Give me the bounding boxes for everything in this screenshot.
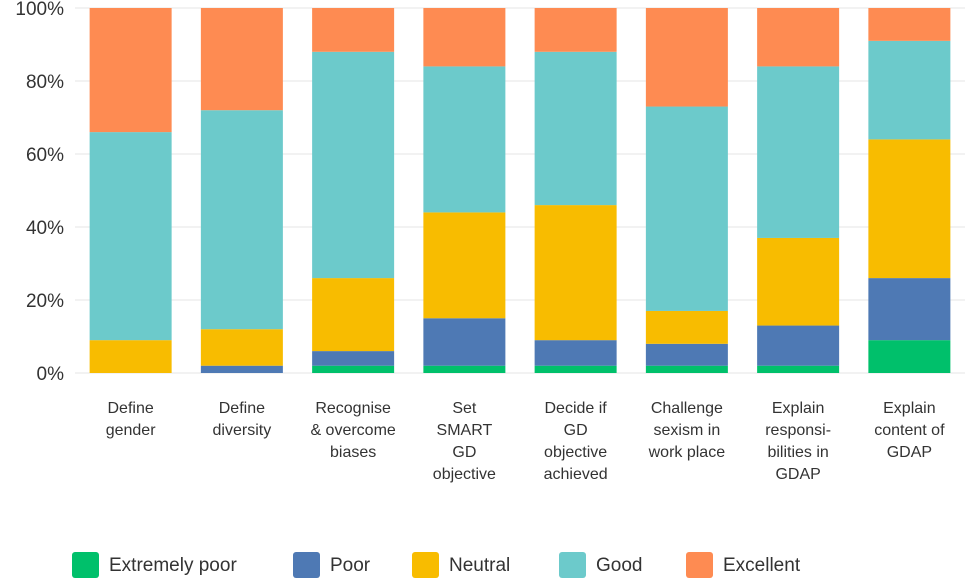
bar-segment-extremely-poor <box>534 365 617 373</box>
x-axis: Define gender Define diversity Recognise & ov… <box>106 400 945 483</box>
y-tick-label: 80% <box>26 72 64 93</box>
bar-segment-good <box>89 132 172 341</box>
bar-segment-extremely-poor <box>757 365 840 373</box>
x-category-label: Decide if GD objective achieved <box>544 400 608 483</box>
bar-segment-excellent <box>200 8 283 111</box>
bar-segment-extremely-poor <box>423 365 506 373</box>
bar-segment-good <box>200 110 283 330</box>
bar-segment-excellent <box>89 8 172 133</box>
bar-segment-poor <box>312 351 395 366</box>
bar-segment-neutral <box>312 278 395 352</box>
bar-segment-excellent <box>757 8 840 67</box>
bar-segment-excellent <box>423 8 506 67</box>
y-tick-label: 60% <box>26 145 64 166</box>
legend-label: Good <box>596 555 642 576</box>
y-axis: 0% 20% 40% 60% 80% 100% <box>15 0 64 385</box>
legend-swatch <box>559 552 586 578</box>
bar-segment-poor <box>757 325 840 366</box>
legend-label: Poor <box>330 555 371 576</box>
x-category-label: Define gender <box>106 400 156 439</box>
y-tick-label: 20% <box>26 291 64 312</box>
y-tick-label: 40% <box>26 218 64 239</box>
legend-swatch <box>412 552 439 578</box>
legend-label: Excellent <box>723 555 801 576</box>
bar-segment-poor <box>534 340 617 366</box>
x-category-label: Set SMART GD objective <box>433 400 496 483</box>
legend-swatch <box>293 552 320 578</box>
bar-segment-good <box>534 51 617 206</box>
bar-segment-good <box>757 66 840 238</box>
bar-segment-excellent <box>534 8 617 52</box>
y-tick-label: 0% <box>37 364 65 385</box>
y-tick-label: 100% <box>15 0 64 20</box>
bar-segment-excellent <box>645 8 728 107</box>
x-category-label: Explain content of GDAP <box>874 400 945 461</box>
bars <box>89 8 951 373</box>
x-category-label: Recognise & overcome biases <box>310 400 395 461</box>
bar-segment-neutral <box>200 329 283 366</box>
legend-label: Extremely poor <box>109 555 237 576</box>
legend-label: Neutral <box>449 555 510 576</box>
bar-segment-good <box>312 51 395 279</box>
bar-segment-good <box>423 66 506 213</box>
legend: Extremely poor Poor Neutral Good Excellent <box>72 552 801 578</box>
bar-segment-good <box>645 106 728 311</box>
legend-swatch <box>686 552 713 578</box>
bar-segment-poor <box>423 318 506 366</box>
bar-segment-poor <box>200 365 283 373</box>
bar-segment-poor <box>868 278 951 341</box>
bar-segment-neutral <box>645 310 728 344</box>
x-category-label: Explain responsi-bilities in GDAP <box>765 400 831 483</box>
bar-segment-neutral <box>89 340 172 373</box>
bar-segment-neutral <box>757 237 840 326</box>
bar-segment-neutral <box>868 139 951 279</box>
x-category-label: Define diversity <box>213 400 272 439</box>
bar-segment-good <box>868 40 951 140</box>
bar-segment-neutral <box>423 212 506 319</box>
bar-segment-extremely-poor <box>312 365 395 373</box>
bar-segment-extremely-poor <box>645 365 728 373</box>
bar-segment-excellent <box>868 8 951 41</box>
bar-segment-excellent <box>312 8 395 52</box>
legend-swatch <box>72 552 99 578</box>
bar-segment-poor <box>645 343 728 366</box>
x-category-label: Challenge sexism in work place <box>648 400 726 461</box>
bar-segment-neutral <box>534 205 617 341</box>
bar-segment-extremely-poor <box>868 340 951 373</box>
